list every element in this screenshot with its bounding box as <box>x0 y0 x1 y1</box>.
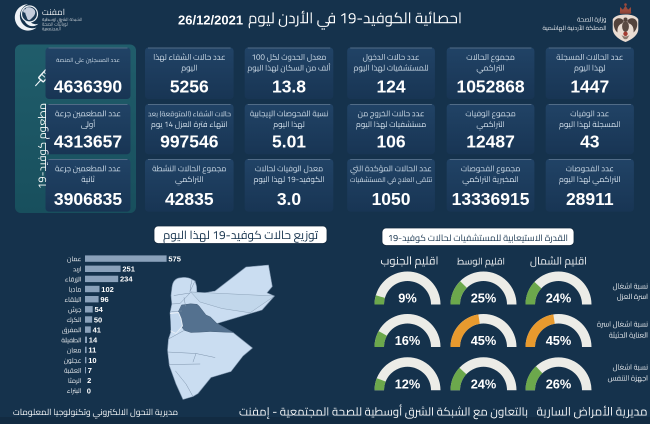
svg-text:0: 0 <box>87 386 91 395</box>
svg-text:5256: 5256 <box>170 77 209 97</box>
svg-text:124: 124 <box>376 77 405 97</box>
svg-text:3.0: 3.0 <box>277 189 302 209</box>
svg-text:13.8: 13.8 <box>272 77 306 97</box>
svg-text:4313657: 4313657 <box>54 132 122 152</box>
svg-text:43: 43 <box>580 132 600 152</box>
svg-text:5.01: 5.01 <box>272 132 306 152</box>
svg-text:1052868: 1052868 <box>456 77 524 97</box>
svg-text:13336915: 13336915 <box>452 189 530 209</box>
svg-text:24%: 24% <box>471 376 497 391</box>
svg-text:50: 50 <box>94 315 102 324</box>
svg-text:2: 2 <box>87 376 91 385</box>
svg-text:42835: 42835 <box>165 189 214 209</box>
svg-text:3906835: 3906835 <box>54 189 122 209</box>
svg-text:1050: 1050 <box>372 189 411 209</box>
svg-text:45%: 45% <box>471 333 497 348</box>
svg-text:9%: 9% <box>398 291 417 306</box>
svg-text:41: 41 <box>93 325 101 334</box>
svg-text:26/12/2021: 26/12/2021 <box>178 13 243 28</box>
svg-text:7: 7 <box>88 366 92 375</box>
svg-text:12%: 12% <box>395 376 421 391</box>
svg-text:14: 14 <box>89 336 98 345</box>
svg-text:575: 575 <box>168 254 181 263</box>
svg-text:106: 106 <box>376 132 405 152</box>
svg-text:997546: 997546 <box>160 132 219 152</box>
svg-text:10: 10 <box>88 356 96 365</box>
svg-text:25%: 25% <box>471 291 497 306</box>
svg-text:26%: 26% <box>546 376 572 391</box>
svg-text:16%: 16% <box>395 333 421 348</box>
svg-text:4636390: 4636390 <box>54 77 122 97</box>
svg-text:234: 234 <box>120 275 133 284</box>
svg-text:102: 102 <box>101 285 114 294</box>
svg-text:45%: 45% <box>546 333 572 348</box>
svg-text:11: 11 <box>88 346 96 355</box>
svg-text:1447: 1447 <box>570 77 609 97</box>
svg-text:28911: 28911 <box>566 189 614 209</box>
svg-text:251: 251 <box>122 265 135 274</box>
svg-text:96: 96 <box>100 295 108 304</box>
svg-text:54: 54 <box>95 305 104 314</box>
svg-text:24%: 24% <box>546 291 572 306</box>
svg-text:12487: 12487 <box>466 132 515 152</box>
